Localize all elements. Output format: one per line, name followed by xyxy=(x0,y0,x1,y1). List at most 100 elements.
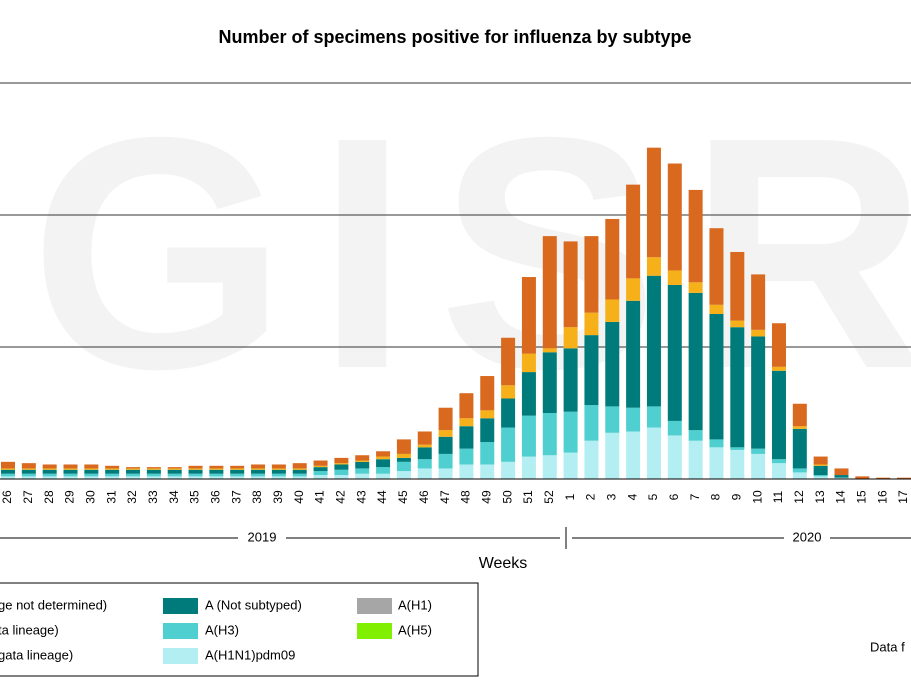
bar-segment xyxy=(626,278,641,301)
legend-label: ge not determined) xyxy=(0,597,107,612)
bar-segment xyxy=(730,251,745,321)
x-tick-label: 2 xyxy=(584,493,598,500)
chart-title: Number of specimens positive for influen… xyxy=(218,27,691,47)
legend: ge not determined) ta lineage) gata lineag… xyxy=(0,597,432,664)
bar-segment xyxy=(584,236,599,313)
bar-segment xyxy=(292,476,307,479)
x-tick-label: 33 xyxy=(146,490,160,504)
bar-segment xyxy=(209,468,224,470)
bar-segment xyxy=(355,468,370,474)
bar-segment xyxy=(438,430,453,437)
bar-segment xyxy=(792,472,807,479)
bar-segment xyxy=(271,473,286,477)
x-tick-label: 26 xyxy=(0,490,14,504)
x-tick-label: 17 xyxy=(896,490,910,504)
bar-segment xyxy=(897,477,911,479)
bar-segment xyxy=(501,385,516,399)
x-tick-label: 47 xyxy=(438,490,452,504)
legend-label: gata lineage) xyxy=(0,647,73,662)
legend-label: A(H3) xyxy=(205,622,239,637)
x-tick-label: 7 xyxy=(688,493,702,500)
bar-segment xyxy=(459,426,474,449)
bar-segment xyxy=(771,366,786,371)
x-tick-label: 10 xyxy=(750,490,764,504)
bar-segment xyxy=(709,228,724,305)
bar-segment xyxy=(584,405,599,441)
bar-segment xyxy=(313,471,328,476)
bar-segment xyxy=(63,476,78,479)
x-tick-label: 3 xyxy=(604,493,618,500)
bar-segment xyxy=(126,469,141,474)
bar-segment xyxy=(167,469,182,474)
bar-segment xyxy=(521,277,536,354)
legend-box xyxy=(0,582,479,677)
bar-segment xyxy=(376,456,391,460)
x-tick-label: 38 xyxy=(250,490,264,504)
bar-segment xyxy=(667,270,682,285)
bar-segment xyxy=(709,304,724,314)
x-tick-label: 28 xyxy=(42,490,56,504)
bar-segment xyxy=(63,469,78,474)
x-tick-label: 46 xyxy=(417,490,431,504)
legend-swatch xyxy=(163,598,198,614)
bar-segment xyxy=(667,435,682,479)
bar-segment xyxy=(584,312,599,336)
bar-segment xyxy=(1,473,15,477)
bar-segment xyxy=(605,406,620,433)
bar-segment xyxy=(167,476,182,479)
bar-segment xyxy=(230,476,245,479)
bar-segment xyxy=(84,476,99,479)
bar-segment xyxy=(1,469,15,474)
bar-segment xyxy=(667,163,682,271)
bar-segment xyxy=(834,475,849,478)
x-tick-label: 43 xyxy=(354,490,368,504)
x-tick-label: 12 xyxy=(792,490,806,504)
x-tick-label: 50 xyxy=(500,490,514,504)
bar-segment xyxy=(438,436,453,454)
x-tick-label: 48 xyxy=(459,490,473,504)
bar-segment xyxy=(42,464,57,469)
bar-segment xyxy=(542,413,557,456)
bar-segment xyxy=(709,447,724,479)
bar-segment xyxy=(563,348,578,412)
bar-segment xyxy=(105,465,120,469)
bar-segment xyxy=(188,476,203,479)
bar-segment xyxy=(105,473,120,477)
bar-segment xyxy=(730,447,745,450)
bar-segment xyxy=(834,468,849,476)
bar-segment xyxy=(542,455,557,479)
bar-segment xyxy=(792,468,807,473)
legend-label: ta lineage) xyxy=(0,622,59,637)
bar-segment xyxy=(688,430,703,441)
bar-segment xyxy=(521,372,536,416)
bar-segment xyxy=(584,335,599,406)
bar-segment xyxy=(771,463,786,479)
bar-segment xyxy=(376,459,391,468)
bar-segment xyxy=(209,465,224,469)
bar-segment xyxy=(63,473,78,477)
x-tick-label: 9 xyxy=(729,493,743,500)
bar-segment xyxy=(605,299,620,322)
x-tick-label: 52 xyxy=(542,490,556,504)
x-tick-label: 51 xyxy=(521,490,535,504)
legend-swatch xyxy=(163,648,198,664)
x-tick-label: 44 xyxy=(375,490,389,504)
bar-segment xyxy=(459,448,474,465)
x-tick-label: 35 xyxy=(188,490,202,504)
bar-segment xyxy=(501,337,516,386)
bar-segment xyxy=(63,464,78,469)
x-tick-label: 15 xyxy=(854,490,868,504)
bar-segment xyxy=(459,393,474,419)
legend-label: A(H1) xyxy=(398,597,432,612)
bar-segment xyxy=(792,403,807,427)
bar-segment xyxy=(21,473,36,477)
bar-segment xyxy=(542,352,557,413)
bar-segment xyxy=(251,473,266,477)
bar-segment xyxy=(730,327,745,448)
bar-segment xyxy=(396,461,411,472)
bar-segment xyxy=(792,426,807,429)
bar-segment xyxy=(376,467,391,474)
bar-segment xyxy=(271,476,286,479)
bar-segment xyxy=(21,468,36,470)
bar-segment xyxy=(146,467,161,469)
